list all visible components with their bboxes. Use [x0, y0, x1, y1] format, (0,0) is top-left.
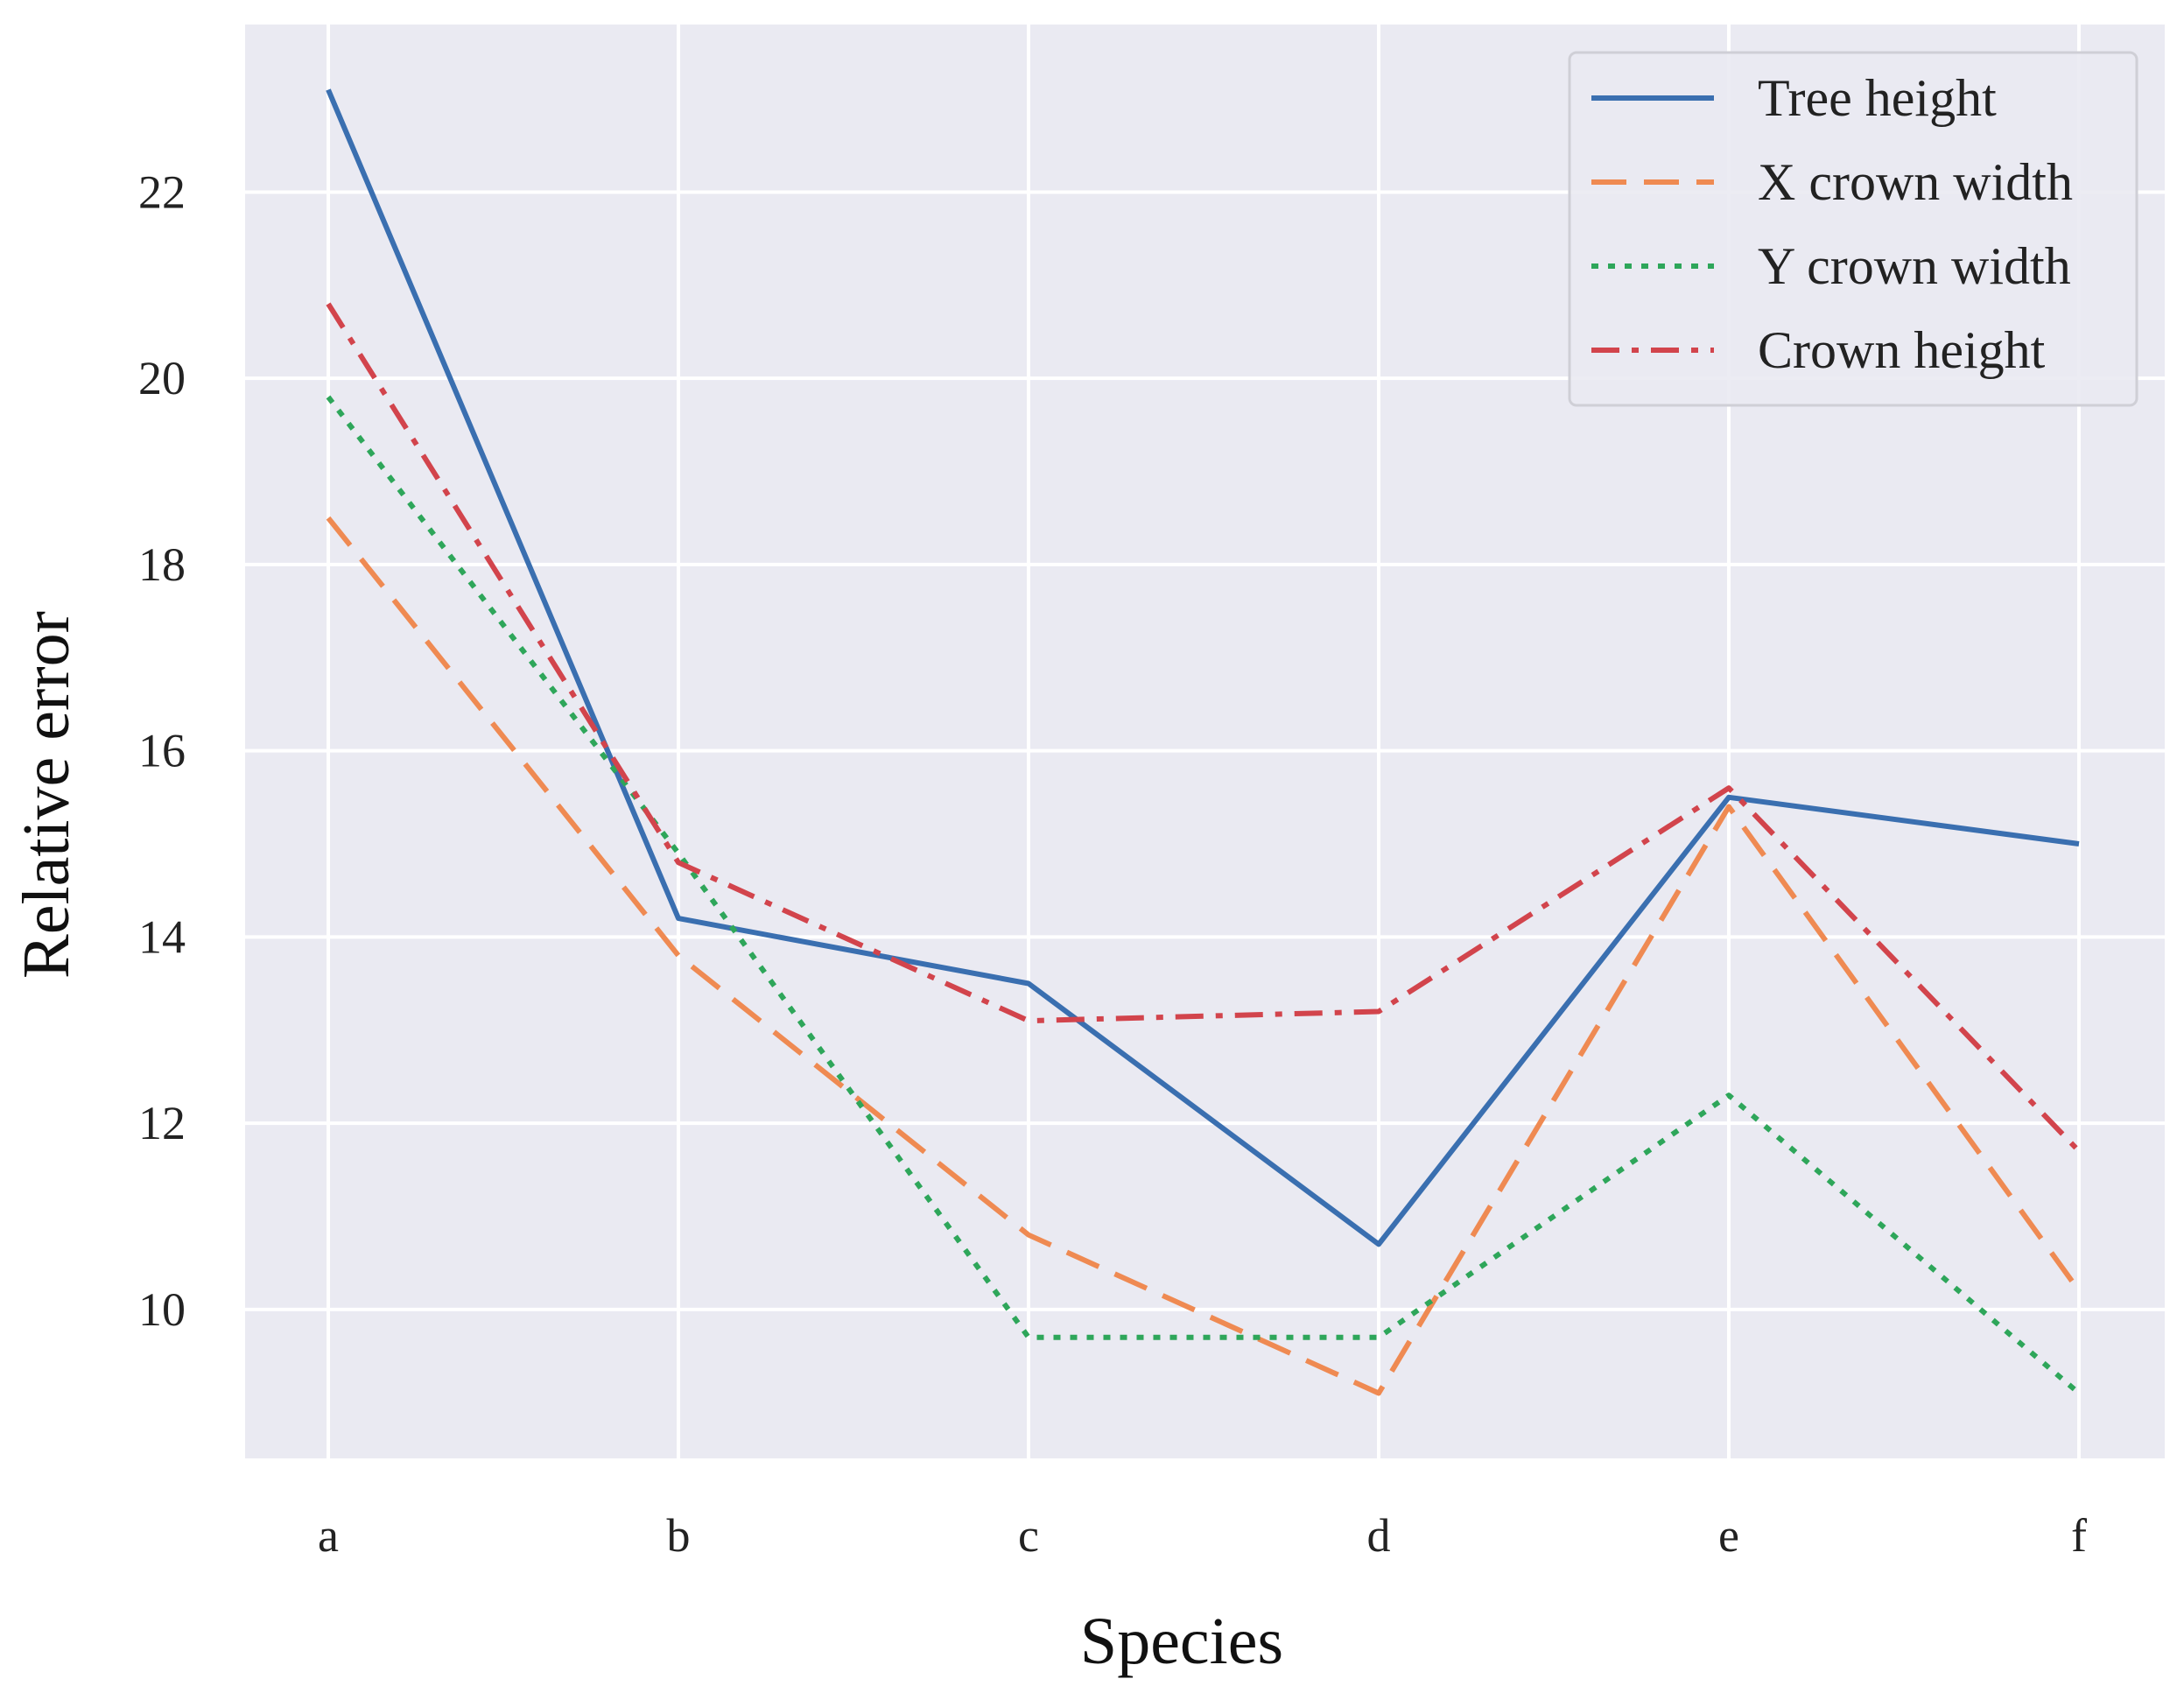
y-tick-label: 10	[138, 1283, 186, 1336]
x-tick-label: f	[2071, 1509, 2087, 1562]
y-tick-label: 14	[138, 910, 186, 963]
y-tick-label: 18	[138, 538, 186, 591]
legend-label: X crown width	[1758, 153, 2073, 211]
x-tick-label: c	[1018, 1509, 1039, 1562]
y-axis-label: Relative error	[10, 611, 83, 979]
x-tick-label: a	[318, 1509, 339, 1562]
grid-lines	[245, 25, 2165, 1458]
y-tick-label: 22	[138, 165, 186, 218]
series-line-y-crown-width	[326, 395, 2081, 1395]
legend-box	[1568, 51, 2138, 407]
y-tick-label: 16	[138, 725, 186, 777]
y-tick-label: 20	[138, 352, 186, 404]
series-line-x-crown-width	[326, 516, 2082, 1396]
y-tick-label: 12	[138, 1097, 186, 1149]
legend: Tree height X crown width Y crown width Cro…	[1568, 51, 2138, 407]
x-tick-label: b	[667, 1509, 691, 1562]
series-line-tree-height	[326, 88, 2080, 1247]
x-axis-label: Species	[1080, 1605, 1283, 1678]
legend-label: Tree height	[1758, 69, 1997, 127]
series-line-crown-height	[326, 302, 2082, 1154]
legend-label: Crown height	[1758, 321, 2046, 379]
x-tick-label: e	[1718, 1509, 1739, 1562]
tick-labels: a b c d e f 10 12 14 16 18 20 22	[138, 165, 2087, 1562]
series-lines	[326, 88, 2082, 1396]
x-tick-label: d	[1367, 1509, 1391, 1562]
legend-label: Y crown width	[1758, 237, 2071, 295]
